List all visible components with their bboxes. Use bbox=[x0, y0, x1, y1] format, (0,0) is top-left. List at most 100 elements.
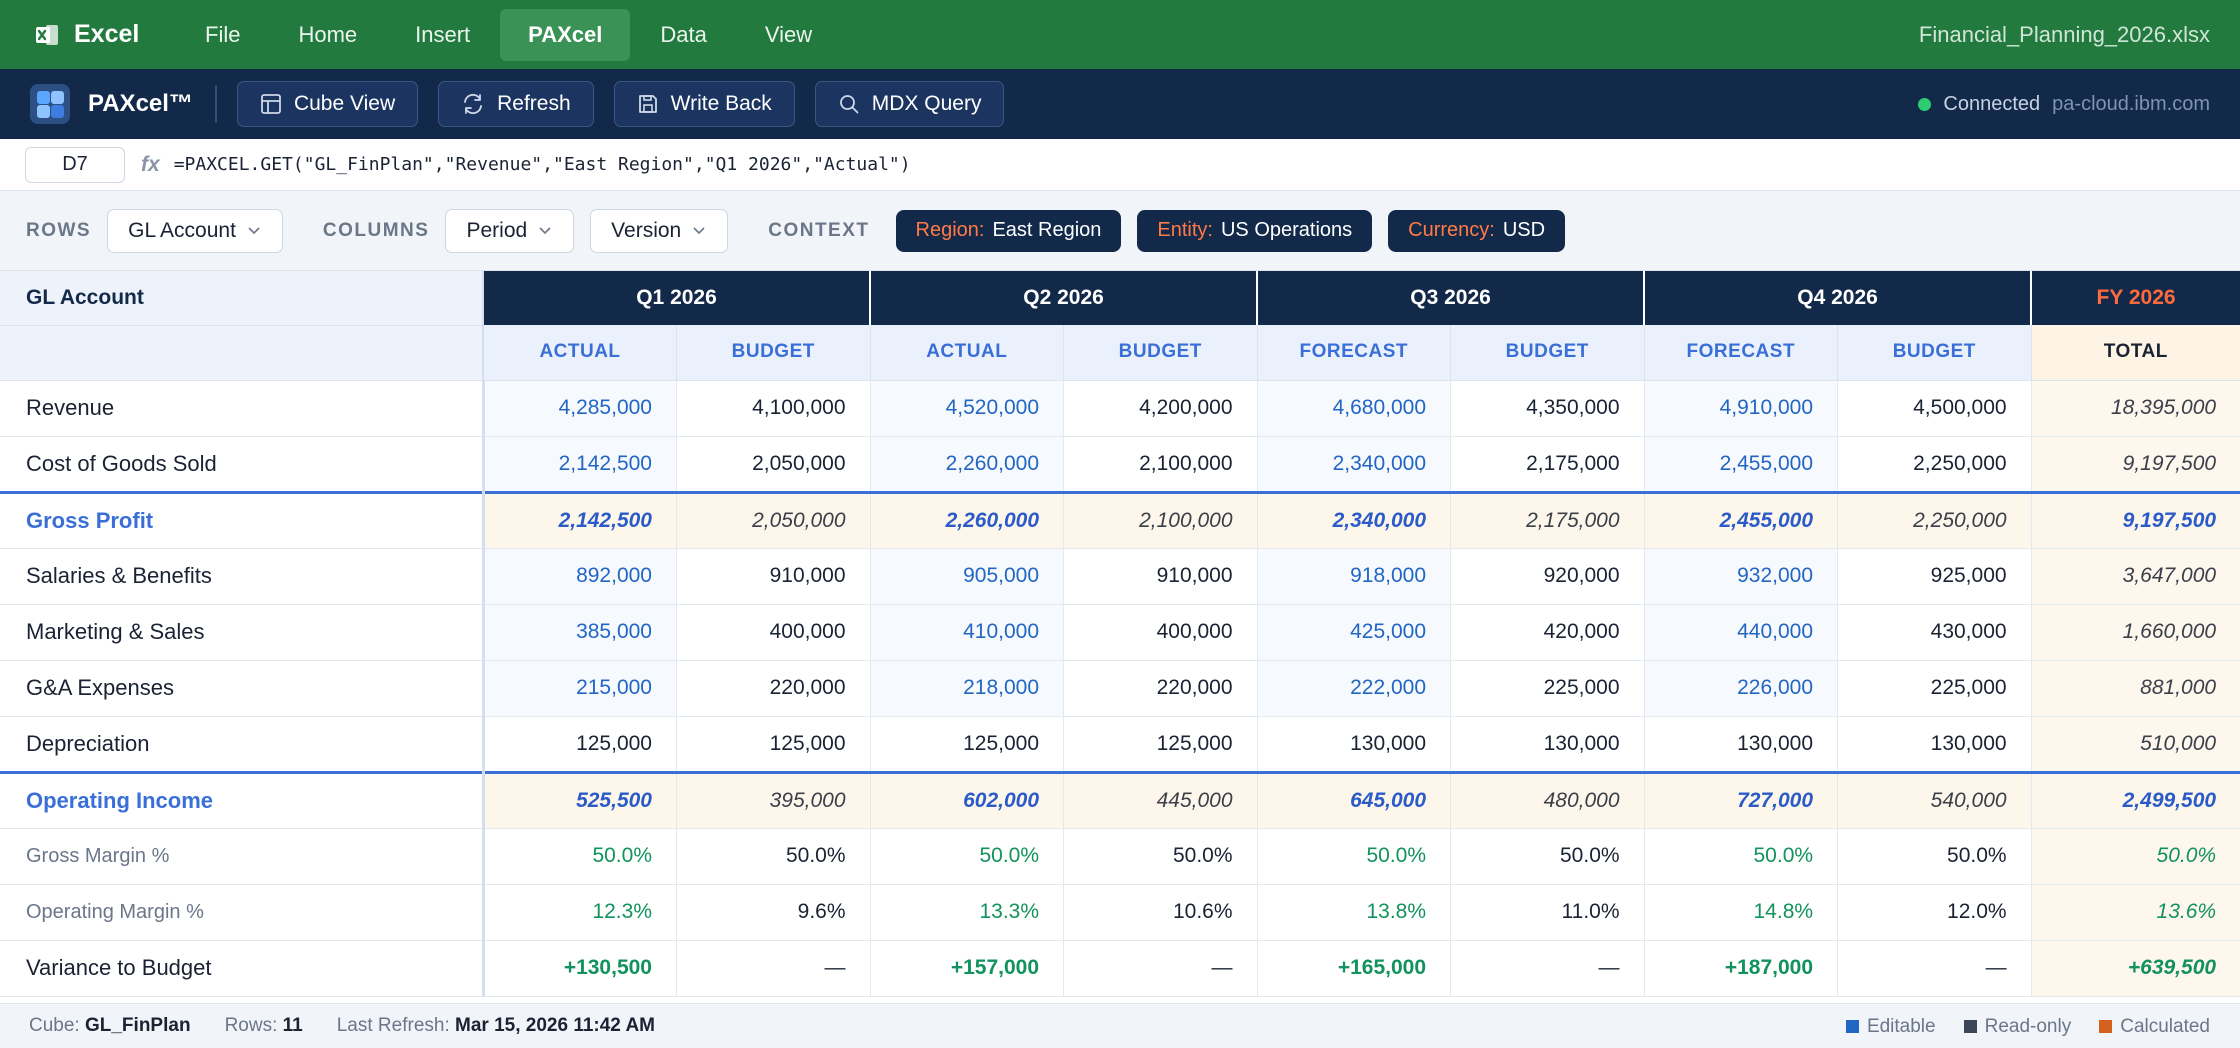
version-header-total[interactable]: TOTAL bbox=[2031, 325, 2240, 381]
period-header-q1[interactable]: Q1 2026 bbox=[483, 271, 872, 325]
data-cell[interactable]: 2,260,000 bbox=[870, 436, 1065, 493]
tab-insert[interactable]: Insert bbox=[415, 21, 471, 47]
cube-view-button[interactable]: Cube View bbox=[236, 81, 419, 127]
status-refresh-value: Mar 15, 2026 11:42 AM bbox=[455, 1015, 655, 1036]
write-back-button[interactable]: Write Back bbox=[613, 81, 795, 127]
data-cell[interactable]: 410,000 bbox=[870, 604, 1065, 661]
data-cell: 395,000 bbox=[676, 770, 871, 829]
data-cell[interactable]: 892,000 bbox=[483, 548, 677, 605]
data-cell: 12.0% bbox=[1837, 884, 2032, 941]
status-rows: Rows: 11 bbox=[225, 1015, 303, 1037]
row-label[interactable]: Cost of Goods Sold bbox=[0, 436, 485, 493]
version-header[interactable]: BUDGET bbox=[1837, 325, 2032, 381]
chevron-down-icon bbox=[539, 226, 551, 234]
table-row: Cost of Goods Sold 2,142,500 2,050,000 2,26… bbox=[0, 436, 2240, 493]
data-cell: 10.6% bbox=[1063, 884, 1258, 941]
row-label[interactable]: Depreciation bbox=[0, 716, 485, 773]
tab-view[interactable]: View bbox=[764, 21, 813, 47]
version-header[interactable]: FORECAST bbox=[1644, 325, 1839, 381]
data-cell: 130,000 bbox=[1644, 716, 1839, 773]
data-cell[interactable]: 385,000 bbox=[483, 604, 677, 661]
data-cell: 445,000 bbox=[1063, 770, 1258, 829]
columns-dimension-select-period[interactable]: Period bbox=[445, 208, 575, 253]
context-pill-region[interactable]: Region: East Region bbox=[895, 209, 1122, 252]
row-label[interactable]: Revenue bbox=[0, 380, 485, 437]
data-cell[interactable]: 918,000 bbox=[1257, 548, 1452, 605]
refresh-button[interactable]: Refresh bbox=[438, 81, 594, 127]
data-cell[interactable]: 4,285,000 bbox=[483, 380, 677, 437]
formula-input[interactable]: =PAXCEL.GET("GL_FinPlan","Revenue","East… bbox=[173, 154, 911, 175]
row-label[interactable]: Gross Profit bbox=[0, 490, 485, 549]
period-header-row: GL Account Q1 2026 Q2 2026 Q3 2026 Q4 20… bbox=[0, 271, 2240, 326]
data-cell: 125,000 bbox=[483, 716, 677, 773]
row-label[interactable]: Gross Margin % bbox=[0, 828, 485, 885]
data-cell[interactable]: 932,000 bbox=[1644, 548, 1839, 605]
data-cell: +187,000 bbox=[1644, 940, 1839, 997]
version-header[interactable]: BUDGET bbox=[1450, 325, 1645, 381]
period-header-q3[interactable]: Q3 2026 bbox=[1257, 271, 1646, 325]
status-cube-value: GL_FinPlan bbox=[84, 1015, 191, 1036]
data-cell[interactable]: 4,910,000 bbox=[1644, 380, 1839, 437]
total-cell: 510,000 bbox=[2031, 716, 2240, 773]
context-key: Currency: bbox=[1408, 219, 1495, 241]
total-cell: 881,000 bbox=[2031, 660, 2240, 717]
data-cell[interactable]: 440,000 bbox=[1644, 604, 1839, 661]
data-cell[interactable]: 2,142,500 bbox=[483, 436, 677, 493]
row-label[interactable]: G&A Expenses bbox=[0, 660, 485, 717]
columns-dimension-select-version[interactable]: Version bbox=[590, 208, 729, 253]
data-cell[interactable]: 4,520,000 bbox=[870, 380, 1065, 437]
gl-account-column-header[interactable]: GL Account bbox=[0, 271, 484, 326]
table-row: Gross Margin % 50.0% 50.0% 50.0% 50.0% 50.0% 5… bbox=[0, 828, 2240, 885]
period-header-fy[interactable]: FY 2026 bbox=[2031, 271, 2240, 325]
paxcel-toolbar: PAXcel™ Cube View Refresh Write Back bbox=[0, 69, 2240, 139]
data-cell: 400,000 bbox=[1063, 604, 1258, 661]
row-label[interactable]: Variance to Budget bbox=[0, 940, 485, 997]
data-cell[interactable]: 2,455,000 bbox=[1644, 436, 1839, 493]
version-header[interactable]: ACTUAL bbox=[483, 325, 677, 381]
table-row: Variance to Budget +130,500— +157,000— +165… bbox=[0, 940, 2240, 997]
legend-label: Calculated bbox=[2120, 1015, 2210, 1037]
table-row: Operating Income 525,500 395,000 602,000 445… bbox=[0, 770, 2240, 829]
data-cell[interactable]: 215,000 bbox=[483, 660, 677, 717]
context-value: US Operations bbox=[1220, 219, 1353, 241]
data-cell: 2,340,000 bbox=[1257, 490, 1452, 549]
row-label[interactable]: Salaries & Benefits bbox=[0, 548, 485, 605]
period-header-q4[interactable]: Q4 2026 bbox=[1644, 271, 2033, 325]
tab-data[interactable]: Data bbox=[660, 21, 707, 47]
version-header[interactable]: BUDGET bbox=[1063, 325, 1258, 381]
version-header[interactable]: BUDGET bbox=[676, 325, 871, 381]
context-key: Entity: bbox=[1157, 219, 1213, 241]
rows-dimension-select[interactable]: GL Account bbox=[107, 208, 283, 253]
context-pill-currency[interactable]: Currency: USD bbox=[1388, 209, 1566, 252]
data-cell[interactable]: 2,340,000 bbox=[1257, 436, 1452, 493]
data-cell[interactable]: 905,000 bbox=[870, 548, 1065, 605]
cell-name-box[interactable]: D7 bbox=[25, 146, 125, 183]
data-cell[interactable]: 4,680,000 bbox=[1257, 380, 1452, 437]
context-pill-entity[interactable]: Entity: US Operations bbox=[1137, 209, 1373, 252]
period-header-q2[interactable]: Q2 2026 bbox=[870, 271, 1259, 325]
row-label[interactable]: Operating Margin % bbox=[0, 884, 485, 941]
file-name: Financial_Planning_2026.xlsx bbox=[1918, 22, 2210, 47]
formula-bar: D7 fx =PAXCEL.GET("GL_FinPlan","Revenue"… bbox=[0, 139, 2240, 191]
data-cell[interactable]: 218,000 bbox=[870, 660, 1065, 717]
data-cell: 13.3% bbox=[870, 884, 1065, 941]
data-cell: 910,000 bbox=[1063, 548, 1258, 605]
version-header[interactable]: ACTUAL bbox=[870, 325, 1065, 381]
data-cell: 225,000 bbox=[1837, 660, 2032, 717]
data-cell[interactable]: 222,000 bbox=[1257, 660, 1452, 717]
legend-item: Editable bbox=[1845, 1016, 1936, 1038]
tab-paxcel[interactable]: PAXcel bbox=[500, 8, 631, 61]
data-cell[interactable]: 425,000 bbox=[1257, 604, 1452, 661]
data-cell[interactable]: 226,000 bbox=[1644, 660, 1839, 717]
total-cell: 9,197,500 bbox=[2031, 490, 2240, 549]
row-label[interactable]: Operating Income bbox=[0, 770, 485, 829]
data-cell: 50.0% bbox=[1063, 828, 1258, 885]
version-header[interactable]: FORECAST bbox=[1257, 325, 1452, 381]
tab-home[interactable]: Home bbox=[298, 21, 358, 47]
data-cell: +130,500 bbox=[483, 940, 677, 997]
tab-file[interactable]: File bbox=[205, 21, 241, 47]
mdx-query-button[interactable]: MDX Query bbox=[814, 81, 1005, 127]
data-cell: 2,455,000 bbox=[1644, 490, 1839, 549]
row-label[interactable]: Marketing & Sales bbox=[0, 604, 485, 661]
data-cell: 2,050,000 bbox=[676, 436, 871, 493]
